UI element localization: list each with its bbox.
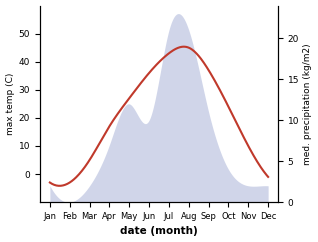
Y-axis label: med. precipitation (kg/m2): med. precipitation (kg/m2) <box>303 43 313 165</box>
X-axis label: date (month): date (month) <box>120 227 198 236</box>
Y-axis label: max temp (C): max temp (C) <box>5 73 15 135</box>
